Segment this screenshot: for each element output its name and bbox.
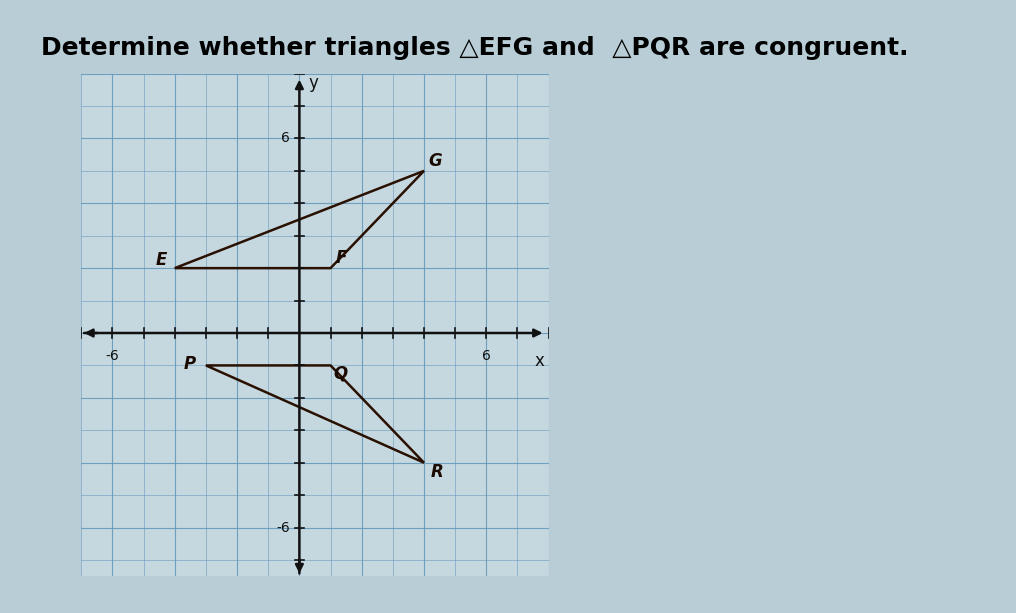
Text: P: P: [184, 355, 196, 373]
Text: x: x: [534, 352, 545, 370]
Text: E: E: [156, 251, 168, 269]
Text: Determine whether triangles △EFG and  △PQR are congruent.: Determine whether triangles △EFG and △PQ…: [41, 36, 908, 60]
Text: R: R: [430, 463, 443, 481]
Text: 6: 6: [482, 349, 491, 364]
Text: -6: -6: [276, 520, 290, 535]
Text: 6: 6: [281, 131, 290, 145]
Text: Q: Q: [333, 364, 347, 383]
Text: -6: -6: [106, 349, 119, 364]
Text: F: F: [335, 249, 346, 267]
Text: y: y: [309, 74, 319, 93]
Text: G: G: [429, 152, 442, 170]
